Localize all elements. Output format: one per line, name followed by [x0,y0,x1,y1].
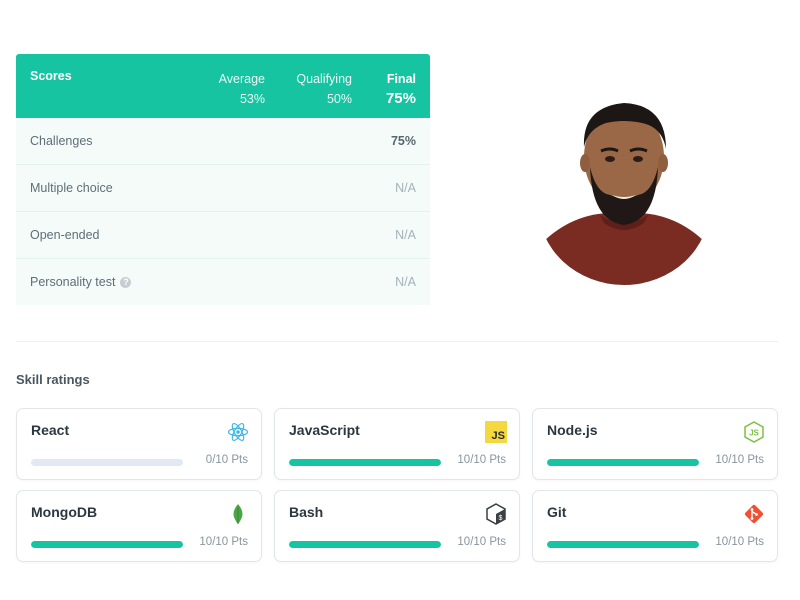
bash-terminal-icon: $ [486,503,506,525]
candidate-avatar [538,103,710,285]
skill-name: Node.js [547,422,598,438]
score-row-label-text: Challenges [30,134,93,148]
skill-points: 0/10 Pts [205,454,248,466]
score-row-multiple-choice: Multiple choice N/A [16,165,430,212]
score-row-label-text: Open-ended [30,228,100,242]
score-row-label-text: Personality test [30,275,116,289]
scores-header: Scores Average 53% Qualifying 50% Final … [16,54,430,118]
skill-progress-bar [547,459,699,466]
skill-name: React [31,422,70,438]
skill-card-javascript[interactable]: JavaScript JS 10/10 Pts [274,408,520,480]
javascript-icon-text: JS [491,430,505,442]
skill-card-git[interactable]: Git 10/10 Pts [532,490,778,562]
nodejs-icon-text: JS [749,429,759,438]
skill-card-nodejs[interactable]: Node.js JS 10/10 Pts [532,408,778,480]
skill-card-react[interactable]: React 0/10 Pts [16,408,262,480]
score-row-open-ended: Open-ended N/A [16,212,430,259]
qualifying-value: 50% [326,92,352,106]
final-column: Final 75% [386,69,416,109]
qualifying-column: Qualifying 50% [296,69,352,109]
score-row-label: Open-ended [30,228,100,242]
score-row-label-text: Multiple choice [30,181,113,195]
average-column: Average 53% [219,69,265,109]
score-row-value: N/A [395,275,416,289]
skill-points: 10/10 Pts [715,454,764,466]
skill-progress-bar [289,541,441,548]
skill-progress-bar [31,541,183,548]
final-label: Final [386,72,416,86]
help-circle-icon[interactable]: ? [120,276,132,288]
score-row-label: Personality test ? [30,275,132,289]
skill-points: 10/10 Pts [715,536,764,548]
nodejs-icon: JS [744,421,764,443]
score-row-label: Multiple choice [30,181,113,195]
skill-name: Git [547,504,567,520]
skill-points: 10/10 Pts [199,536,248,548]
score-row-challenges: Challenges 75% [16,118,430,165]
skill-progress-bar [289,459,441,466]
skill-progress-bar [31,459,183,466]
score-row-value: 75% [390,134,416,148]
skill-ratings-title: Skill ratings [16,372,90,387]
score-row-label: Challenges [30,134,93,148]
bash-icon-text: $ [498,515,502,523]
react-icon [227,422,249,442]
score-row-value: N/A [395,228,416,242]
section-divider [16,341,778,342]
mongodb-leaf-icon [233,504,243,524]
skill-name: MongoDB [31,504,98,520]
git-icon [744,504,764,524]
score-row-personality-test: Personality test ? N/A [16,259,430,305]
javascript-icon: JS [485,421,507,443]
skill-card-mongodb[interactable]: MongoDB 10/10 Pts [16,490,262,562]
skill-name: JavaScript [289,422,360,438]
scores-header-label: Scores [30,69,72,83]
qualifying-label: Qualifying [296,72,352,86]
skill-name: Bash [289,504,324,520]
final-value: 75% [385,90,416,107]
skill-card-bash[interactable]: Bash $ 10/10 Pts [274,490,520,562]
skill-points: 10/10 Pts [457,536,506,548]
skill-progress-bar [547,541,699,548]
score-row-value: N/A [395,181,416,195]
average-label: Average [218,72,265,86]
skill-points: 10/10 Pts [457,454,506,466]
average-value: 53% [239,92,265,106]
scores-table: Scores Average 53% Qualifying 50% Final … [16,54,430,305]
